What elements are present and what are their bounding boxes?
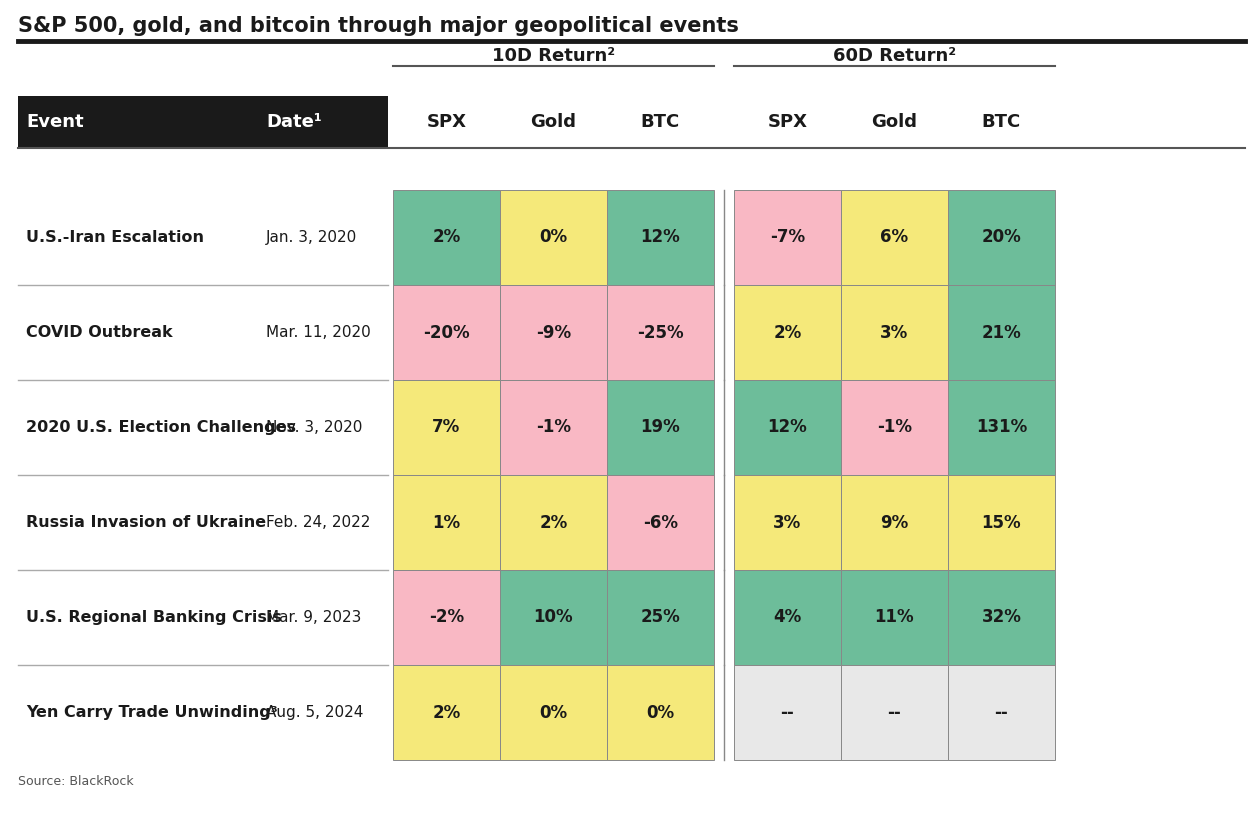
Text: Jan. 3, 2020: Jan. 3, 2020 bbox=[266, 230, 358, 245]
Text: Aug. 5, 2024: Aug. 5, 2024 bbox=[266, 705, 364, 720]
Text: COVID Outbreak: COVID Outbreak bbox=[26, 325, 172, 340]
Text: SPX: SPX bbox=[768, 113, 807, 131]
Text: 32%: 32% bbox=[982, 609, 1021, 627]
Text: 6%: 6% bbox=[880, 228, 909, 246]
Text: 10%: 10% bbox=[534, 609, 573, 627]
Bar bbox=[734, 380, 841, 475]
Text: U.S.-Iran Escalation: U.S.-Iran Escalation bbox=[26, 230, 204, 245]
Text: Source: BlackRock: Source: BlackRock bbox=[18, 775, 133, 788]
Text: 1%: 1% bbox=[432, 513, 461, 531]
Text: Mar. 9, 2023: Mar. 9, 2023 bbox=[266, 610, 361, 625]
Bar bbox=[393, 570, 500, 665]
Bar bbox=[500, 285, 607, 380]
Text: -7%: -7% bbox=[771, 228, 805, 246]
Text: 19%: 19% bbox=[641, 419, 680, 437]
Text: 21%: 21% bbox=[982, 323, 1021, 342]
Text: 15%: 15% bbox=[982, 513, 1021, 531]
Text: 60D Return²: 60D Return² bbox=[833, 47, 956, 65]
Text: U.S. Regional Banking Crisis: U.S. Regional Banking Crisis bbox=[26, 610, 282, 625]
Bar bbox=[734, 570, 841, 665]
Bar bbox=[841, 665, 948, 760]
Text: Gold: Gold bbox=[530, 113, 577, 131]
Bar bbox=[841, 570, 948, 665]
Bar bbox=[607, 665, 714, 760]
Text: 11%: 11% bbox=[875, 609, 914, 627]
Text: 2020 U.S. Election Challenges: 2020 U.S. Election Challenges bbox=[26, 420, 296, 435]
Bar bbox=[948, 190, 1055, 285]
Text: -2%: -2% bbox=[429, 609, 465, 627]
Text: -9%: -9% bbox=[536, 323, 572, 342]
Text: -20%: -20% bbox=[423, 323, 470, 342]
Bar bbox=[841, 380, 948, 475]
Bar bbox=[393, 285, 500, 380]
Text: --: -- bbox=[781, 703, 794, 721]
Text: --: -- bbox=[888, 703, 901, 721]
Bar bbox=[500, 570, 607, 665]
Text: 0%: 0% bbox=[646, 703, 675, 721]
Bar bbox=[734, 475, 841, 570]
Text: 9%: 9% bbox=[880, 513, 909, 531]
Text: S&P 500, gold, and bitcoin through major geopolitical events: S&P 500, gold, and bitcoin through major… bbox=[18, 16, 739, 36]
Bar bbox=[948, 665, 1055, 760]
Bar bbox=[607, 570, 714, 665]
Text: 2%: 2% bbox=[432, 703, 461, 721]
Text: Event: Event bbox=[26, 113, 83, 131]
Bar bbox=[948, 570, 1055, 665]
Text: -1%: -1% bbox=[536, 419, 572, 437]
Bar bbox=[607, 380, 714, 475]
Text: 12%: 12% bbox=[768, 419, 807, 437]
Text: 4%: 4% bbox=[773, 609, 802, 627]
Text: 10D Return²: 10D Return² bbox=[492, 47, 616, 65]
Text: 12%: 12% bbox=[641, 228, 680, 246]
Text: Date¹: Date¹ bbox=[266, 113, 322, 131]
Text: 131%: 131% bbox=[976, 419, 1027, 437]
Bar bbox=[500, 380, 607, 475]
Bar bbox=[393, 190, 500, 285]
Text: Yen Carry Trade Unwinding³: Yen Carry Trade Unwinding³ bbox=[26, 705, 278, 720]
Bar bbox=[500, 665, 607, 760]
Text: 20%: 20% bbox=[982, 228, 1021, 246]
Text: -25%: -25% bbox=[637, 323, 684, 342]
Bar bbox=[607, 285, 714, 380]
Bar bbox=[841, 190, 948, 285]
Text: Russia Invasion of Ukraine: Russia Invasion of Ukraine bbox=[26, 515, 266, 530]
Bar bbox=[948, 475, 1055, 570]
Bar bbox=[948, 285, 1055, 380]
Text: 3%: 3% bbox=[880, 323, 909, 342]
Bar bbox=[948, 380, 1055, 475]
Text: 2%: 2% bbox=[773, 323, 802, 342]
Bar bbox=[393, 380, 500, 475]
Bar bbox=[734, 190, 841, 285]
Text: 25%: 25% bbox=[641, 609, 680, 627]
Text: 2%: 2% bbox=[432, 228, 461, 246]
Bar bbox=[393, 665, 500, 760]
Bar bbox=[607, 475, 714, 570]
Bar bbox=[841, 475, 948, 570]
Bar bbox=[18, 96, 388, 148]
Text: -1%: -1% bbox=[878, 419, 912, 437]
Text: 3%: 3% bbox=[773, 513, 802, 531]
Text: 2%: 2% bbox=[539, 513, 568, 531]
Text: 7%: 7% bbox=[432, 419, 461, 437]
Bar bbox=[841, 285, 948, 380]
Text: Nov. 3, 2020: Nov. 3, 2020 bbox=[266, 420, 363, 435]
Text: Gold: Gold bbox=[871, 113, 918, 131]
Text: --: -- bbox=[995, 703, 1008, 721]
Bar bbox=[607, 190, 714, 285]
Bar bbox=[734, 665, 841, 760]
Bar bbox=[734, 285, 841, 380]
Bar bbox=[500, 190, 607, 285]
Text: BTC: BTC bbox=[982, 113, 1021, 131]
Text: SPX: SPX bbox=[427, 113, 467, 131]
Bar bbox=[500, 475, 607, 570]
Text: Mar. 11, 2020: Mar. 11, 2020 bbox=[266, 325, 370, 340]
Bar bbox=[393, 475, 500, 570]
Text: BTC: BTC bbox=[641, 113, 680, 131]
Text: 0%: 0% bbox=[539, 703, 568, 721]
Text: Feb. 24, 2022: Feb. 24, 2022 bbox=[266, 515, 370, 530]
Text: -6%: -6% bbox=[643, 513, 679, 531]
Text: 0%: 0% bbox=[539, 228, 568, 246]
